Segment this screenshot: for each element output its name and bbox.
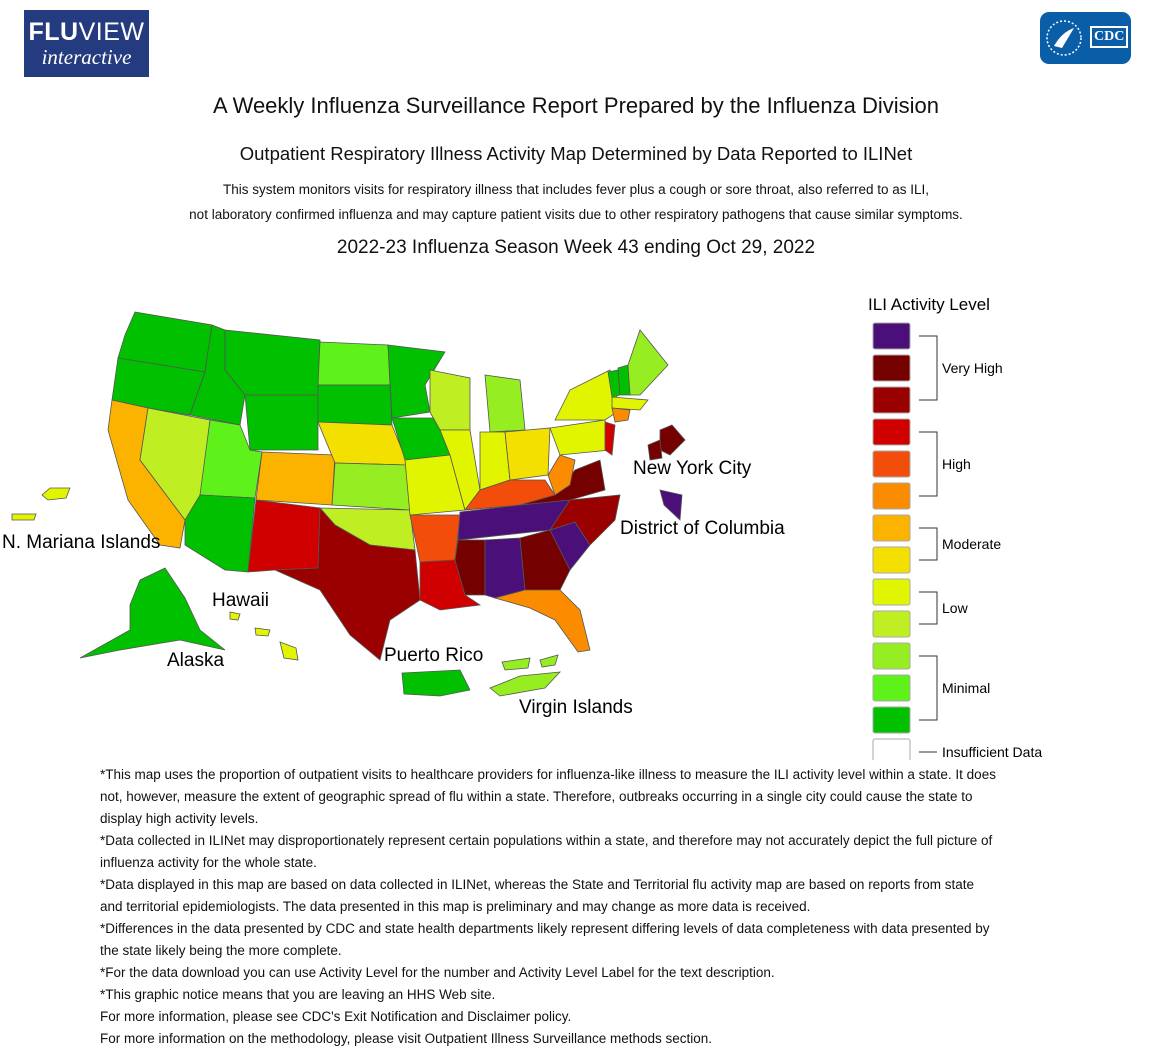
state <box>547 454 576 496</box>
legend-title: ILI Activity Level <box>868 295 990 314</box>
states <box>11 311 686 697</box>
footnote: *Data displayed in this map are based on… <box>100 877 974 914</box>
legend-swatch <box>872 386 911 414</box>
brand-tagline: interactive <box>41 45 132 69</box>
state <box>111 357 206 416</box>
legend-swatch <box>872 738 911 760</box>
legend-label: Low <box>942 600 969 616</box>
footnote: For more information, please see CDC's E… <box>100 1009 572 1024</box>
state <box>331 462 411 511</box>
cdc-logo[interactable]: CDC <box>1040 12 1131 64</box>
map-label: Virgin Islands <box>519 697 633 718</box>
legend-swatch <box>872 706 911 734</box>
legend-swatch <box>872 642 911 670</box>
state <box>279 641 299 661</box>
state <box>604 421 616 456</box>
legend-bracket <box>919 655 938 721</box>
map-label: District of Columbia <box>620 518 785 539</box>
footnote: *Data collected in ILINet may disproport… <box>100 833 993 870</box>
legend-swatch <box>872 322 911 350</box>
state <box>504 427 551 481</box>
legend-swatch <box>872 546 911 574</box>
state <box>274 506 421 661</box>
legend-swatch <box>872 482 911 510</box>
footnote: *This graphic notice means that you are … <box>100 987 496 1002</box>
state <box>229 611 241 621</box>
footnotes: *This map uses the proportion of outpati… <box>100 764 1000 1050</box>
state <box>255 451 336 506</box>
footnote: *This map uses the proportion of outpati… <box>100 767 996 826</box>
state <box>659 489 683 521</box>
state <box>41 487 71 501</box>
legend-swatch <box>872 674 911 702</box>
legend-label: High <box>942 456 971 472</box>
state <box>627 329 669 396</box>
season-label: 2022-23 Influenza Season Week 43 ending … <box>336 237 816 258</box>
map-label: Hawaii <box>212 590 270 611</box>
state <box>659 424 686 456</box>
cdc-text: CDC <box>1090 26 1129 48</box>
state <box>489 671 562 697</box>
legend-swatch <box>872 418 911 446</box>
legend-swatch <box>872 578 911 606</box>
state <box>454 539 486 596</box>
state <box>484 537 526 599</box>
state <box>409 514 461 563</box>
map-label: New York City <box>633 458 752 479</box>
legend-bracket <box>919 335 938 401</box>
footnote: *Differences in the data presented by CD… <box>100 921 990 958</box>
legend: ILI Activity Level Very High High Moderate… <box>868 295 1042 760</box>
state <box>539 654 559 668</box>
state <box>224 329 321 396</box>
state <box>647 439 663 461</box>
legend-swatch <box>872 514 911 542</box>
legend-swatch <box>872 354 911 382</box>
state <box>401 669 471 697</box>
legend-label: Very High <box>942 360 1003 376</box>
map-label: Puerto Rico <box>384 645 484 666</box>
legend-bracket <box>919 591 938 625</box>
state <box>244 394 319 451</box>
state <box>493 589 591 653</box>
legend-swatch <box>872 610 911 638</box>
state <box>611 396 649 411</box>
state <box>317 384 393 426</box>
footnote: *For the data download you can use Activ… <box>100 965 775 980</box>
report-title: A Weekly Influenza Surveillance Report P… <box>213 93 939 118</box>
state <box>184 494 256 573</box>
brand-light: VIEW <box>78 18 145 46</box>
state <box>501 657 531 671</box>
state <box>79 567 226 659</box>
map-label: N. Mariana Islands <box>2 532 161 553</box>
map-subtitle: Outpatient Respiratory Illness Activity … <box>239 143 913 164</box>
state <box>429 369 471 431</box>
description-line: This system monitors visits for respirat… <box>222 182 930 197</box>
legend-swatch <box>872 450 911 478</box>
legend-bracket <box>919 527 938 561</box>
state <box>254 627 271 637</box>
brand-bold: FLU <box>28 18 79 46</box>
footnote: For more information on the methodology,… <box>100 1031 713 1046</box>
legend-bracket <box>919 431 938 497</box>
state <box>387 344 446 419</box>
legend-label: Moderate <box>942 536 1001 552</box>
legend-label: Minimal <box>942 680 990 696</box>
fluview-logo[interactable]: FLUVIEW interactive <box>24 10 149 77</box>
description-line: not laboratory confirmed influenza and m… <box>189 207 963 222</box>
map-label: Alaska <box>167 650 225 671</box>
state <box>317 341 391 386</box>
legend-label: Insufficient Data <box>942 744 1042 760</box>
hhs-emblem <box>1046 20 1082 56</box>
map: ILI Activity Level Very High High Moderate… <box>11 295 1042 760</box>
state <box>484 374 526 433</box>
state <box>247 499 321 573</box>
state <box>549 419 611 456</box>
state <box>11 513 37 521</box>
state <box>611 407 631 423</box>
